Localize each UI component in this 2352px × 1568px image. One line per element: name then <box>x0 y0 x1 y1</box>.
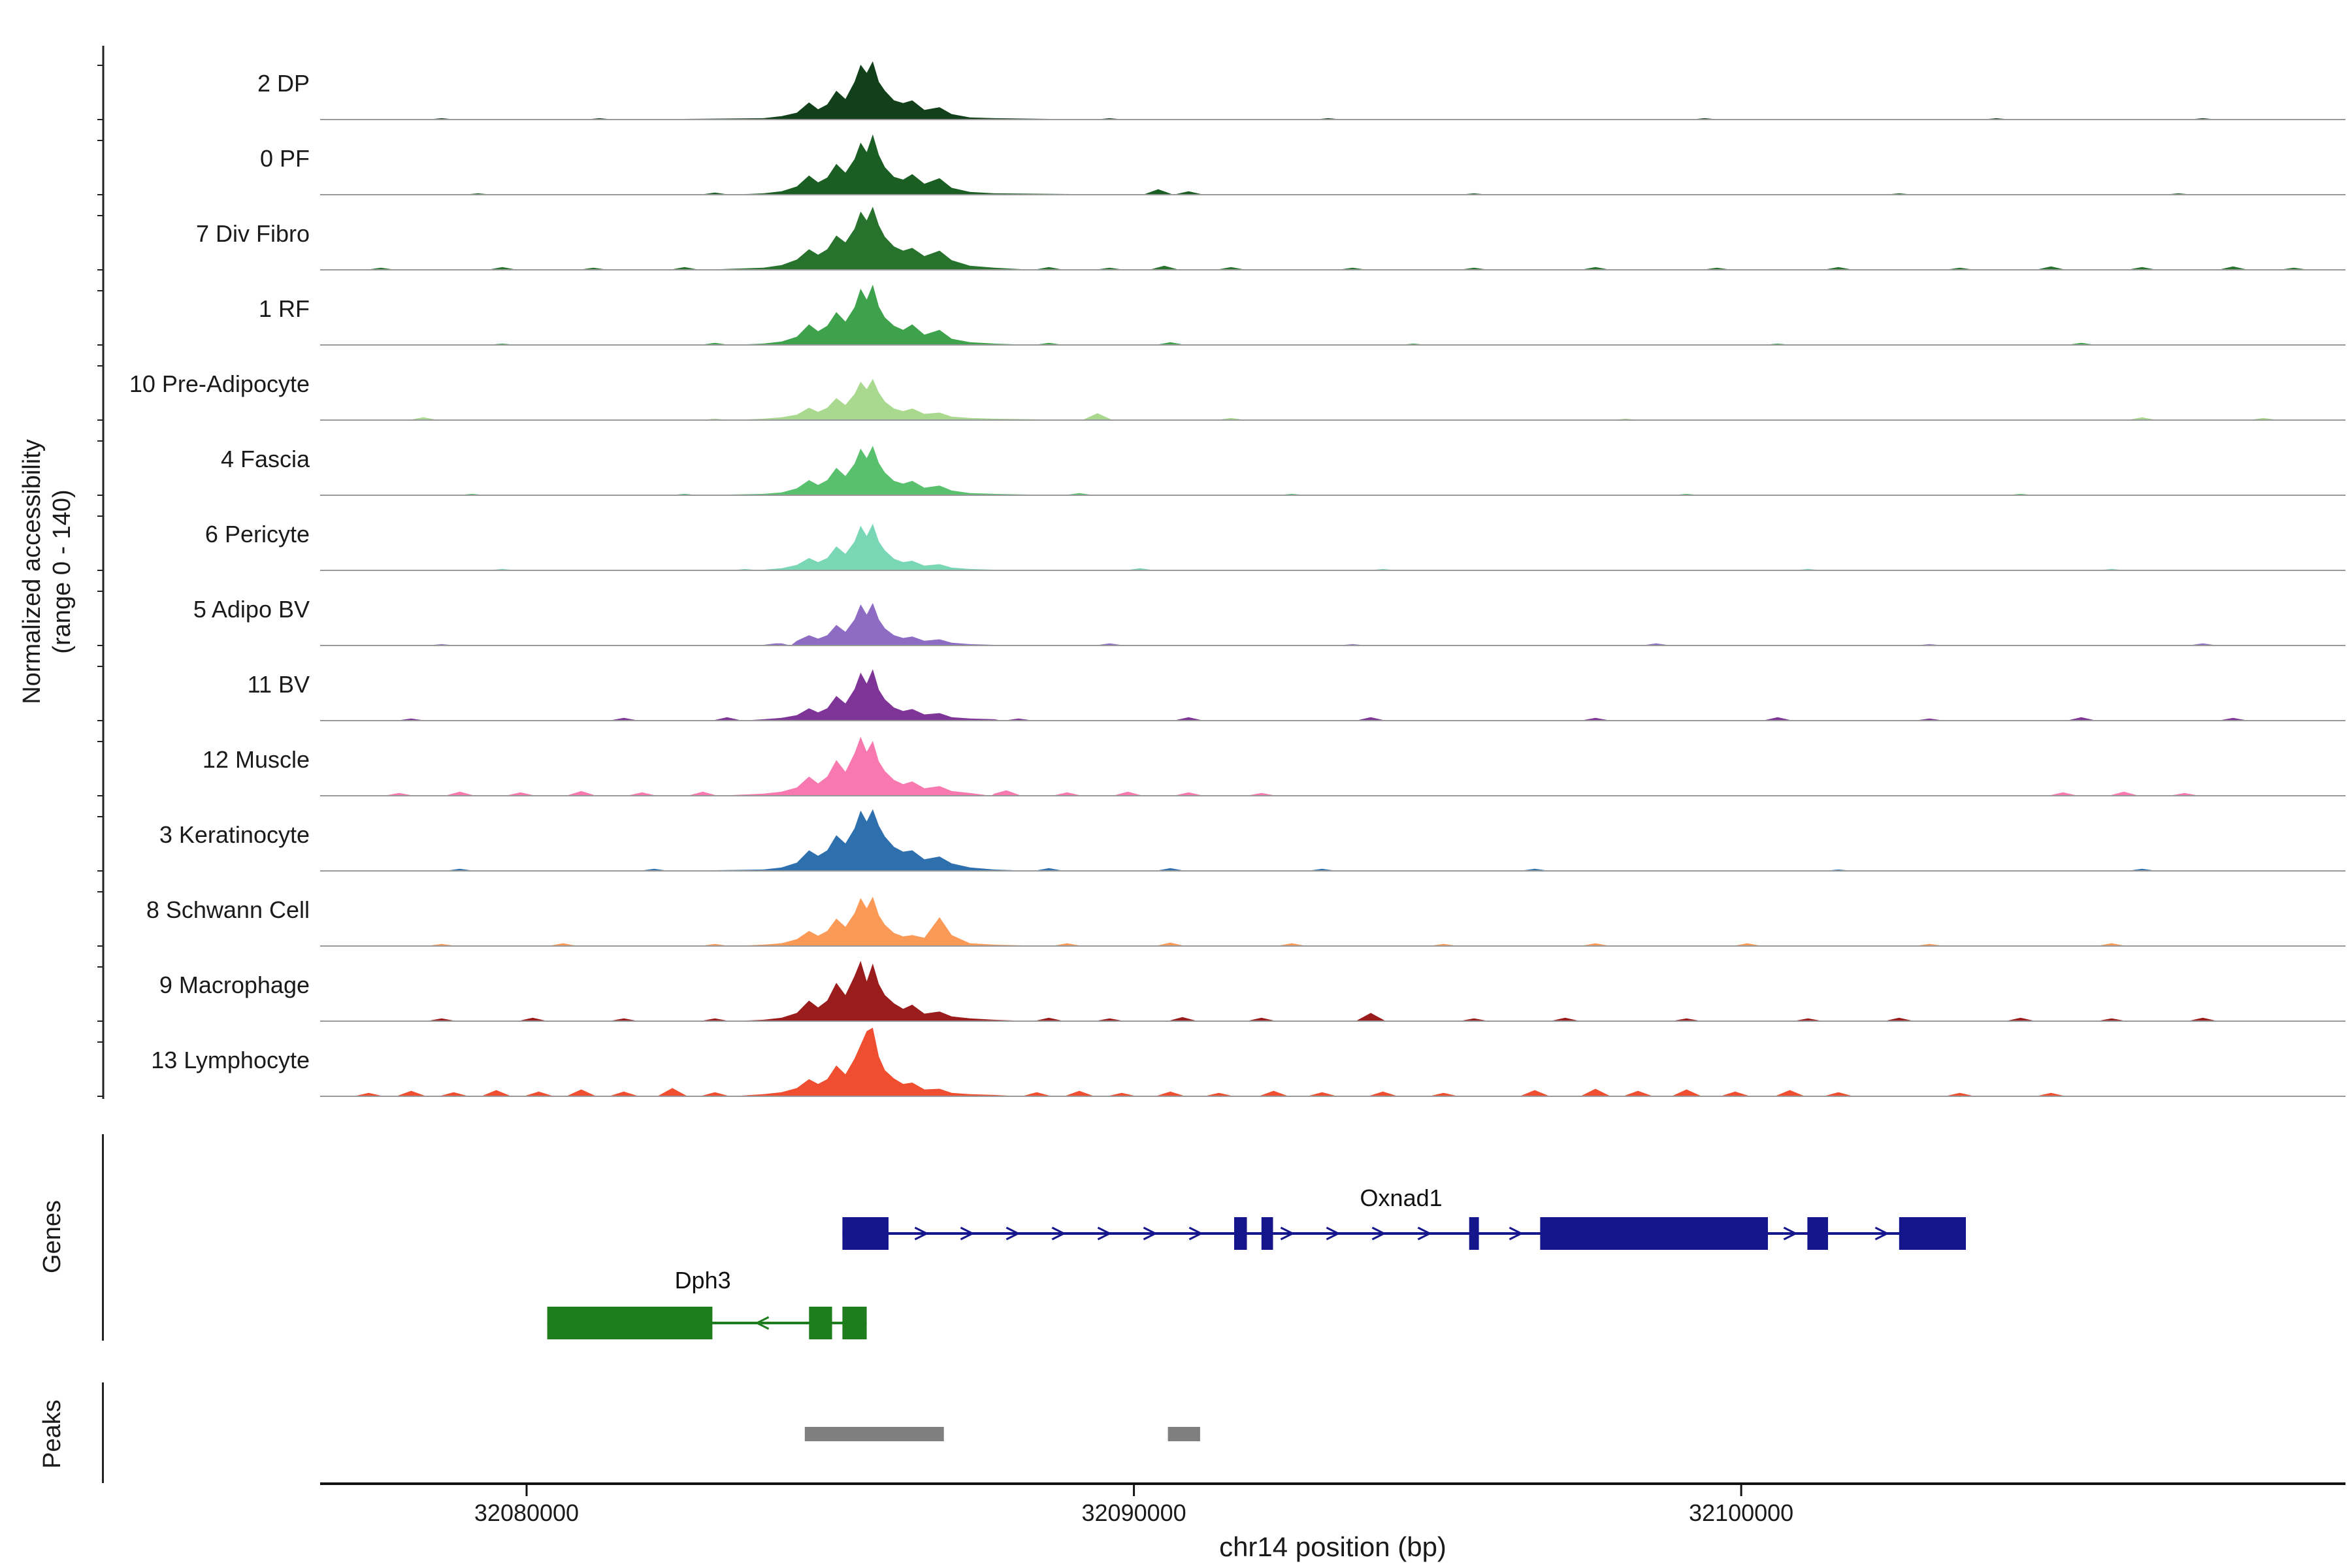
coverage-area <box>320 736 2345 796</box>
strand-arrow-icon <box>755 1316 770 1330</box>
coverage-area <box>320 960 2345 1021</box>
track-label: 10 Pre-Adipocyte <box>129 370 310 397</box>
accessibility-track-row: 4 Fascia <box>0 421 2345 497</box>
peaks-track <box>804 1427 1200 1441</box>
strand-arrow-icon <box>1326 1226 1341 1241</box>
x-axis-title: chr14 position (bp) <box>1219 1531 1446 1562</box>
strand-arrow-icon <box>1188 1226 1203 1241</box>
exon-box <box>842 1217 889 1250</box>
gene-label: Oxnad1 <box>1360 1184 1443 1211</box>
exon-box <box>1540 1217 1768 1250</box>
coverage-signal <box>320 61 2345 120</box>
coverage-signal <box>320 379 2345 421</box>
track-label: 9 Macrophage <box>159 971 310 998</box>
accessibility-track-row: 13 Lymphocyte <box>0 1022 2345 1098</box>
coverage-signal <box>320 134 2345 195</box>
genes-bracket <box>102 1134 104 1341</box>
peaks-section-label: Peaks <box>39 1399 66 1469</box>
accessibility-track-row: 6 Pericyte <box>0 497 2345 572</box>
coverage-signal <box>320 669 2345 721</box>
track-label: 12 Muscle <box>202 745 310 773</box>
coverage-signal <box>320 809 2345 872</box>
strand-arrow-icon <box>1371 1226 1386 1241</box>
strand-arrow-icon <box>960 1226 975 1241</box>
peak-bar <box>804 1427 944 1441</box>
coverage-area <box>320 1028 2345 1096</box>
coverage-area <box>320 134 2345 195</box>
coverage-signal <box>320 602 2345 646</box>
track-label: 5 Adipo BV <box>193 595 310 623</box>
coverage-signal <box>320 284 2345 346</box>
exon-box <box>809 1307 832 1339</box>
coverage-area <box>320 523 2345 570</box>
accessibility-track-row: 3 Keratinocyte <box>0 797 2345 872</box>
strand-arrow-icon <box>1509 1226 1524 1241</box>
coverage-signal <box>320 523 2345 571</box>
strand-arrow-icon <box>1783 1226 1798 1241</box>
coverage-signal <box>320 896 2345 947</box>
coverage-signal <box>320 736 2345 796</box>
coverage-signal <box>320 446 2345 496</box>
exon-box <box>1807 1217 1828 1250</box>
exon-box <box>547 1307 713 1339</box>
coverage-area <box>320 896 2345 946</box>
accessibility-track-row: 1 RF <box>0 271 2345 346</box>
coverage-area <box>320 206 2345 270</box>
strand-arrow-icon <box>1417 1226 1432 1241</box>
coverage-signal <box>320 206 2345 270</box>
strand-arrow-icon <box>1005 1226 1021 1241</box>
strand-arrow-icon <box>914 1226 929 1241</box>
x-axis: 32080000 32090000 32100000 <box>320 1482 2345 1526</box>
coverage-area <box>320 602 2345 645</box>
accessibility-track-row: 2 DP <box>0 46 2345 121</box>
peaks-bracket <box>102 1382 104 1483</box>
accessibility-track-row: 7 Div Fibro <box>0 196 2345 271</box>
strand-arrow-icon <box>1280 1226 1295 1241</box>
genes-section-label: Genes <box>39 1200 66 1273</box>
coverage-area <box>320 379 2345 420</box>
x-tick-label: 32090000 <box>1082 1499 1186 1526</box>
exon-box <box>1261 1217 1273 1250</box>
coverage-area <box>320 446 2345 495</box>
genes-track: Oxnad1 Dph3 <box>547 1184 1967 1339</box>
track-label: 8 Schwann Cell <box>146 896 310 923</box>
accessibility-track-row: 12 Muscle <box>0 722 2345 797</box>
x-tick-label: 32080000 <box>474 1499 579 1526</box>
exon-box <box>1899 1217 1966 1250</box>
track-label: 1 RF <box>258 295 310 322</box>
strand-arrow-icon <box>1143 1226 1158 1241</box>
x-tick-label: 32100000 <box>1689 1499 1793 1526</box>
gene-label: Dph3 <box>675 1267 731 1294</box>
track-label: 2 DP <box>257 69 310 97</box>
exon-box <box>1234 1217 1247 1250</box>
track-label: 0 PF <box>259 144 310 172</box>
coverage-signal <box>320 1028 2345 1097</box>
coverage-area <box>320 61 2345 120</box>
strand-arrow-icon <box>1874 1226 1889 1241</box>
coverage-area <box>320 669 2345 721</box>
track-label: 4 Fascia <box>220 445 310 472</box>
strand-arrow-icon <box>1097 1226 1112 1241</box>
coverage-area <box>320 284 2345 345</box>
track-label: 6 Pericyte <box>204 520 310 547</box>
exon-box <box>1469 1217 1479 1250</box>
accessibility-track-row: 5 Adipo BV <box>0 572 2345 647</box>
track-label: 3 Keratinocyte <box>159 821 310 848</box>
accessibility-track-row: 0 PF <box>0 121 2345 196</box>
track-label: 13 Lymphocyte <box>151 1046 310 1073</box>
exon-box <box>842 1307 867 1339</box>
track-label: 7 Div Fibro <box>195 220 310 247</box>
coverage-signal <box>320 960 2345 1022</box>
tracks-y-axis-bracket <box>97 46 105 1099</box>
accessibility-track-row: 10 Pre-Adipocyte <box>0 346 2345 421</box>
peak-bar <box>1168 1427 1200 1441</box>
accessibility-track-row: 8 Schwann Cell <box>0 872 2345 947</box>
strand-arrow-icon <box>1051 1226 1066 1241</box>
accessibility-tracks: 2 DP 0 PF 7 Div Fibro 1 RF 10 Pre-Adipocyte 4… <box>0 46 2345 1098</box>
accessibility-track-row: 11 BV <box>0 647 2345 722</box>
accessibility-track-row: 9 Macrophage <box>0 947 2345 1022</box>
track-label: 11 BV <box>247 670 310 698</box>
coverage-area <box>320 809 2345 871</box>
